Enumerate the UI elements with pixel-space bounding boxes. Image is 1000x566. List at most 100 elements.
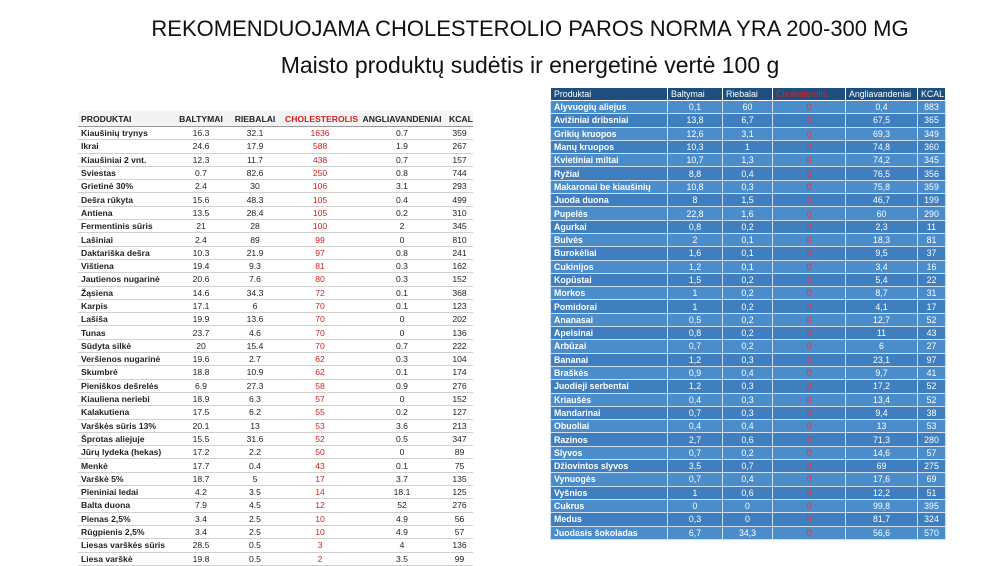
product-name: Šprotas aliejuje [78,432,174,447]
product-name: Liesa varškė [78,552,174,566]
product-name: Rūgpienis 2,5% [78,525,174,540]
cell-value: 34,3 [722,525,773,540]
cell-value: 82.6 [228,166,282,181]
cell-value: 1,6 [722,206,773,221]
cell-value: 14.6 [174,286,228,300]
product-name: Grikių kruopos [550,126,668,141]
cell-value: 70 [282,325,358,340]
cell-value: 1,2 [667,259,723,274]
cell-value: 56 [446,512,473,526]
cell-value: 2 [358,219,446,234]
cell-value: 0,3 [722,405,773,421]
table-row: Kiaušiniai 2 vnt. 12.3 11.7 438 0.7 157 [78,153,473,167]
cell-value: 0 [772,153,846,168]
cell-value: 69,3 [845,126,918,141]
cell-value: 10,7 [667,153,723,168]
table-row: Ananasai 0,5 0,2 0 12,7 52 [550,312,946,328]
cell-value: 438 [282,153,358,167]
cell-value: 0.2 [358,405,446,420]
cell-value: 0 [772,193,846,208]
product-name: Ikrai [78,139,174,154]
column-header: PRODUKTAI [78,111,174,127]
cell-value: 70 [282,312,358,327]
cell-value: 4.5 [228,498,282,513]
product-name: Antiena [78,206,174,221]
cell-value: 0,1 [722,259,773,274]
cell-value: 28.5 [174,538,228,553]
cell-value: 106 [282,179,358,194]
product-name: Sūdyta silkė [78,339,174,354]
column-header: BALTYMAI [174,111,228,127]
cell-value: 0 [772,419,846,434]
product-name: Vynuogės [550,472,668,487]
cell-value: 0,4 [667,419,723,434]
cell-value: 81,7 [845,512,918,527]
cell-value: 0.5 [228,538,282,553]
cell-value: 3.5 [358,552,446,566]
table-row: Grikių kruopos 12,6 3,1 0 69,3 349 [550,126,946,141]
cell-value: 0.9 [358,379,446,393]
cell-value: 0.7 [358,126,446,141]
cell-value: 72 [282,286,358,300]
cell-value: 97 [282,246,358,260]
cell-value: 290 [917,206,946,221]
table-row: Džiovintos slyvos 3,5 0,7 0 69 275 [550,459,946,474]
cell-value: 2 [667,232,723,248]
cell-value: 125 [446,485,473,500]
product-name: Kiauliena neriebi [78,392,174,407]
cell-value: 4.2 [174,485,228,500]
cell-value: 275 [917,459,946,474]
cell-value: 31 [917,286,946,301]
cell-value: 34.3 [228,286,282,300]
cell-value: 11 [845,326,918,341]
table-row: Daktariška dešra 10.3 21.9 97 0.8 241 [78,246,473,260]
table-row: Varškė 5% 18.7 5 17 3.7 135 [78,472,473,487]
column-header: KCAL [917,87,946,101]
product-name: Pieniškos dešrelės [78,379,174,393]
product-name: Liesas varškės sūris [78,538,174,553]
cell-value: 1.9 [358,139,446,154]
cell-value: 0 [667,498,723,514]
table-row: Sūdyta silkė 20 15.4 70 0.7 222 [78,339,473,354]
cell-value: 80 [282,272,358,287]
table-row: Juoda duona 8 1,5 0 46,7 199 [550,193,946,208]
cell-value: 0 [772,259,846,274]
table-row: Antiena 13.5 28.4 105 0.2 310 [78,206,473,221]
cell-value: 99 [282,232,358,247]
cell-value: 810 [446,232,473,247]
cell-value: 52 [282,432,358,447]
cell-value: 18,3 [845,232,918,248]
cell-value: 81 [917,232,946,248]
cell-value: 17,6 [845,472,918,487]
cell-value: 241 [446,246,473,260]
product-name: Agurkai [550,219,668,234]
cell-value: 75,8 [845,179,918,195]
cell-value: 202 [446,312,473,327]
cell-value: 20.1 [174,419,228,433]
cell-value: 19.6 [174,352,228,367]
cell-value: 1,6 [667,246,723,261]
cell-value: 0 [772,179,846,195]
cell-value: 89 [446,445,473,460]
cell-value: 3,1 [722,126,773,141]
cell-value: 10.3 [174,246,228,260]
cell-value: 365 [917,113,946,128]
cell-value: 0.3 [358,272,446,287]
product-name: Lašiniai [78,232,174,247]
cell-value: 0,2 [722,272,773,288]
table-row: Avižiniai dribsniai 13,8 6,7 0 67,5 365 [550,113,946,128]
cell-value: 19.9 [174,312,228,327]
cell-value: 28.4 [228,206,282,221]
cell-value: 21.9 [228,246,282,260]
cell-value: 6.2 [228,405,282,420]
cell-value: 3.7 [358,472,446,487]
cell-value: 4.9 [358,525,446,540]
cell-value: 0.1 [358,365,446,380]
cell-value: 0 [772,299,846,314]
cell-value: 70 [282,299,358,314]
cell-value: 6 [845,339,918,354]
product-name: Kvietiniai miltai [550,153,668,168]
table-row: Menkė 17.7 0.4 43 0.1 75 [78,458,473,473]
cell-value: 213 [446,419,473,433]
cell-value: 69 [845,459,918,474]
